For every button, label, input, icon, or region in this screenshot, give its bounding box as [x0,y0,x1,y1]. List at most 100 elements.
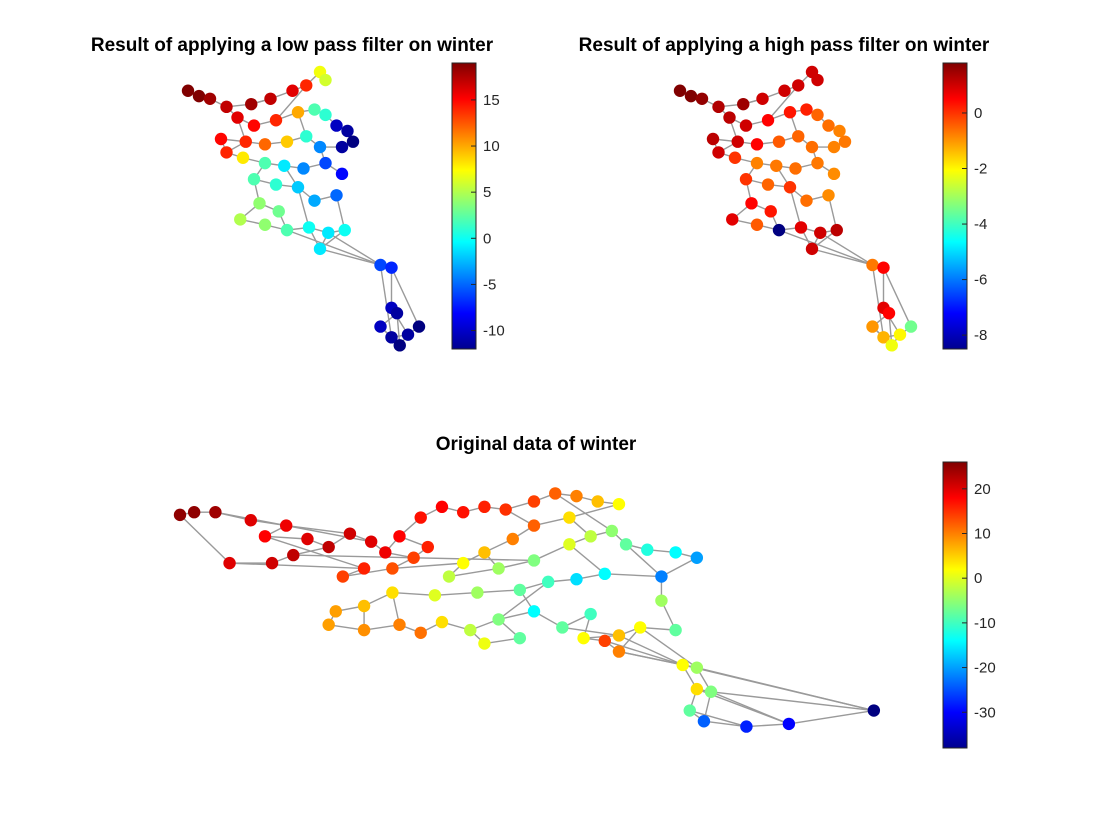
graph-original [173,487,881,733]
graph-node [619,538,633,551]
graph-node [792,79,805,92]
graph-edge [392,562,464,570]
graph-node [258,530,272,543]
graph-node [893,328,907,341]
graph-node [885,339,898,352]
graph-node [478,500,491,514]
graph-node [811,73,824,87]
graph-node [287,548,300,562]
graph-node [335,167,349,181]
graph-node [341,124,354,138]
graph-node [258,156,272,170]
graph-node [827,140,841,154]
graph-node [471,586,484,599]
graph-node [192,89,206,103]
graph-node [612,497,626,511]
graph-node [805,140,819,154]
graph-edge [319,248,381,266]
graph-node [278,159,291,172]
graph-node [783,181,797,194]
graph-node [300,130,313,143]
graph-edge [778,229,873,266]
graph-node [577,631,590,645]
graph-node [838,135,852,148]
graph-node [739,173,753,186]
graph-node [800,194,813,207]
graph-node [421,540,434,554]
graph-node [280,223,294,237]
graph-node [313,140,327,154]
graph-node [563,511,576,524]
graph-node [457,506,470,519]
graph-node [513,583,527,597]
colorbar-tick-label: -4 [974,216,987,233]
graph-node [570,573,583,586]
graph-node [712,100,725,114]
graph-node [385,261,398,274]
graph-node [313,242,327,256]
graph-node [442,570,456,583]
graph-node [492,613,505,626]
graph-node [297,162,310,175]
graph-node [669,546,682,559]
graph-node [527,554,541,567]
graph-node [181,84,195,97]
graph-edge [297,187,310,228]
graph-node [877,261,890,274]
graph-node [386,562,399,575]
graph-node [866,258,879,272]
graph-node [414,511,427,524]
graph-node [209,506,222,519]
graph-node [800,103,813,116]
graph-node [187,506,201,519]
graph-edge [882,267,912,327]
chart-title-high-pass: Result of applying a high pass filter on… [579,35,990,56]
graph-node [706,132,720,146]
graph-edge [604,573,662,578]
graph-node [570,489,583,503]
graph-node [867,704,881,717]
graph-node [203,92,217,106]
graph-edge [229,562,365,570]
graph-node [319,108,332,122]
graph-edge [392,591,435,596]
graph-node [319,73,332,87]
graph-node [374,258,387,272]
graph-node [690,551,704,564]
colorbar-tick-label: 0 [974,570,982,587]
panel-high-pass: Result of applying a high pass filter on… [579,35,990,352]
graph-node [308,103,321,116]
colorbar-low-pass: -10 -5 0 5 10 15 [451,62,505,350]
graph-node [272,205,285,218]
graph-node [655,570,668,583]
graph-node [379,546,392,559]
graph-low-pass [181,65,426,352]
graph-node [231,111,244,124]
graph-node [794,221,808,234]
graph-node [173,508,187,522]
graph-node [280,519,293,532]
graph-edge [746,723,789,728]
colorbar-tick-label: 5 [483,184,491,201]
graph-node [308,194,321,207]
graph-node [286,84,299,97]
graph-node [761,114,775,127]
graph-node [683,704,696,717]
graph-node [830,223,843,237]
graph-node [822,189,835,202]
graph-node [247,119,261,132]
graph-edge [286,229,381,266]
graph-node [563,538,576,551]
graph-node [220,146,233,159]
graph-node [343,527,357,540]
graph-node [704,685,718,698]
graph-node [322,226,335,239]
colorbar-ticks-low-pass: -10 -5 0 5 10 15 [471,92,505,340]
colorbar-ticks-high-pass: -8 -6 -4 -2 0 [962,105,987,344]
graph-node [386,586,399,599]
graph-node [737,97,750,111]
graph-node [457,556,470,570]
graph-node [247,173,261,186]
graph-node [634,621,647,634]
